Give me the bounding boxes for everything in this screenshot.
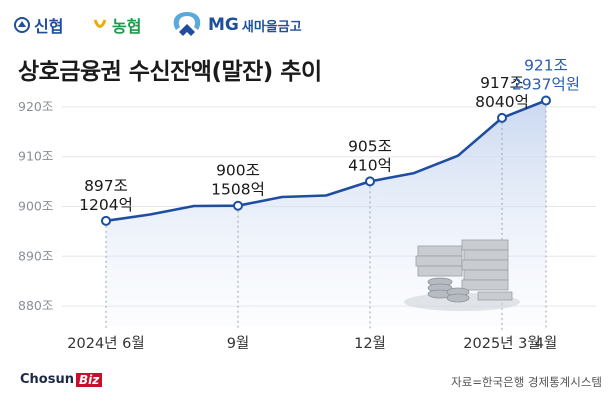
y-tick-label: 880조 bbox=[18, 298, 53, 313]
brand-logo: Chosun Biz bbox=[20, 372, 103, 387]
source-note: 자료=한국은행 경제통계시스템 bbox=[451, 375, 602, 389]
x-tick-label: 4월 bbox=[535, 335, 558, 352]
mg-logo-prefix: MG bbox=[208, 15, 239, 35]
data-label-value: 921조 bbox=[524, 56, 568, 74]
data-label-value: 917조 bbox=[480, 74, 524, 92]
data-label-value: 905조 bbox=[348, 137, 392, 155]
money-stack-icon bbox=[404, 239, 520, 311]
data-label-detail: 1508억 bbox=[211, 181, 265, 199]
brand-suffix: Biz bbox=[75, 372, 103, 387]
x-tick-label: 9월 bbox=[227, 335, 250, 352]
mg-icon bbox=[173, 12, 201, 36]
data-label-detail: 1204억 bbox=[79, 196, 133, 214]
partner-logos: 신협 농협 MG 새마을금고 bbox=[14, 10, 354, 40]
shinhyup-logo-text: 신협 bbox=[34, 17, 64, 36]
series-line bbox=[105, 99, 547, 223]
shinhyup-icon bbox=[14, 17, 30, 33]
data-point bbox=[365, 176, 375, 187]
nonghyup-icon bbox=[93, 19, 107, 28]
shinhyup-logo: 신협 bbox=[14, 10, 63, 40]
data-label-detail: 410억 bbox=[348, 156, 392, 174]
nonghyup-logo: 농협 bbox=[92, 10, 141, 40]
y-tick-label: 920조 bbox=[18, 99, 53, 114]
x-tick-label: 2024년 6월 bbox=[67, 335, 144, 352]
data-label-value: 897조 bbox=[84, 177, 128, 195]
y-tick-label: 910조 bbox=[18, 149, 53, 164]
data-point bbox=[497, 112, 507, 123]
data-label-detail: 2937억원 bbox=[512, 75, 580, 93]
data-label-value: 900조 bbox=[216, 162, 260, 180]
axis-layer: 880조 890조 900조 910조 920조 2024년 6월 9월 12월 2025년 3… bbox=[18, 99, 557, 352]
brand-name: Chosun bbox=[20, 372, 74, 387]
y-tick-label: 890조 bbox=[18, 248, 53, 263]
data-point bbox=[101, 215, 111, 226]
x-tick-label: 12월 bbox=[354, 335, 386, 352]
nonghyup-logo-text: 농협 bbox=[112, 17, 142, 36]
page-title: 상호금융권 수신잔액(말잔) 추이 bbox=[18, 59, 322, 85]
y-tick-label: 900조 bbox=[18, 198, 53, 213]
data-point bbox=[541, 95, 551, 106]
mg-logo: MG 새마을금고 bbox=[170, 10, 302, 40]
data-label-detail: 8040억 bbox=[475, 93, 529, 111]
mg-logo-text: 새마을금고 bbox=[241, 19, 302, 35]
data-point bbox=[233, 200, 243, 211]
x-tick-label: 2025년 3월 bbox=[463, 335, 540, 352]
